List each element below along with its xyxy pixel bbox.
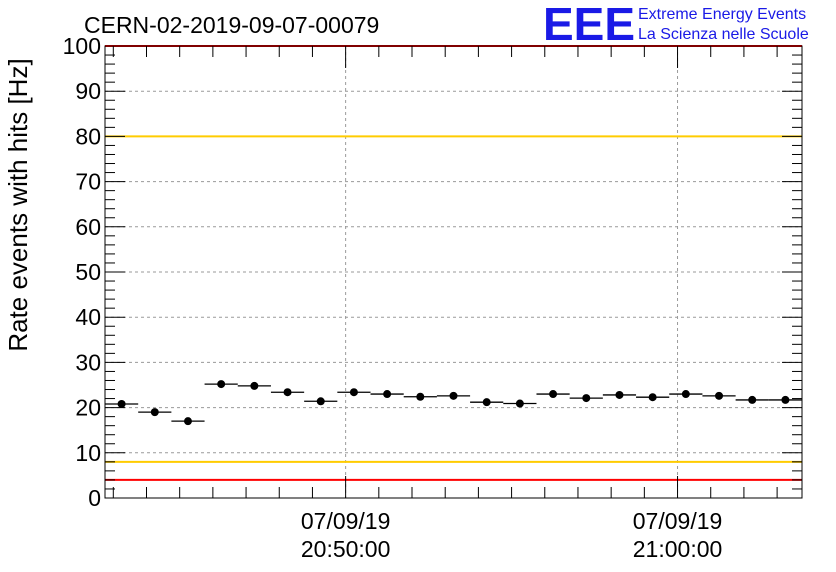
data-point: [781, 395, 790, 404]
y-tick-label: 70: [75, 169, 101, 195]
y-axis-label: Rate events with hits [Hz]: [3, 58, 33, 351]
data-point: [582, 394, 591, 403]
x-tick-time-label: 21:00:00: [633, 536, 723, 562]
y-tick-label: 50: [75, 259, 101, 285]
data-point: [681, 390, 690, 399]
y-tick-label: 60: [75, 214, 101, 240]
eee-logo: EEE Extreme Energy Events La Scienza nel…: [543, 0, 809, 50]
data-point: [549, 390, 558, 399]
data-point: [383, 390, 392, 399]
data-point: [349, 388, 358, 397]
data-point: [615, 390, 624, 399]
x-tick-date-label: 07/09/19: [633, 508, 723, 534]
data-point: [449, 391, 458, 400]
data-point: [316, 397, 325, 406]
data-point: [183, 417, 192, 426]
data-point: [416, 392, 425, 401]
x-tick-time-label: 20:50:00: [301, 536, 391, 562]
data-point: [117, 399, 126, 408]
y-tick-label: 90: [75, 78, 101, 104]
logo-line-2: La Scienza nelle Scuole: [638, 26, 809, 43]
data-point: [648, 393, 657, 402]
y-tick-label: 40: [75, 304, 101, 330]
data-point: [715, 391, 724, 400]
data-point: [748, 395, 757, 404]
data-point: [515, 399, 524, 408]
data-point: [250, 381, 259, 390]
y-tick-label: 10: [75, 440, 101, 466]
y-tick-label: 0: [88, 485, 101, 511]
x-tick-date-label: 07/09/19: [301, 508, 391, 534]
data-point: [482, 398, 491, 407]
data-point: [217, 380, 226, 389]
y-tick-label: 100: [63, 33, 101, 59]
y-axis-ticks: 0 10 20 30 40 50 60 70 80 90 100: [63, 33, 802, 511]
y-tick-label: 20: [75, 395, 101, 421]
logo-mark: EEE: [543, 0, 635, 50]
data-point: [150, 408, 159, 417]
y-tick-label: 80: [75, 123, 101, 149]
data-series: [105, 380, 802, 426]
chart-title: CERN-02-2019-09-07-00079: [84, 12, 379, 38]
y-tick-label: 30: [75, 349, 101, 375]
data-point: [283, 388, 292, 397]
logo-line-1: Extreme Energy Events: [638, 6, 806, 23]
